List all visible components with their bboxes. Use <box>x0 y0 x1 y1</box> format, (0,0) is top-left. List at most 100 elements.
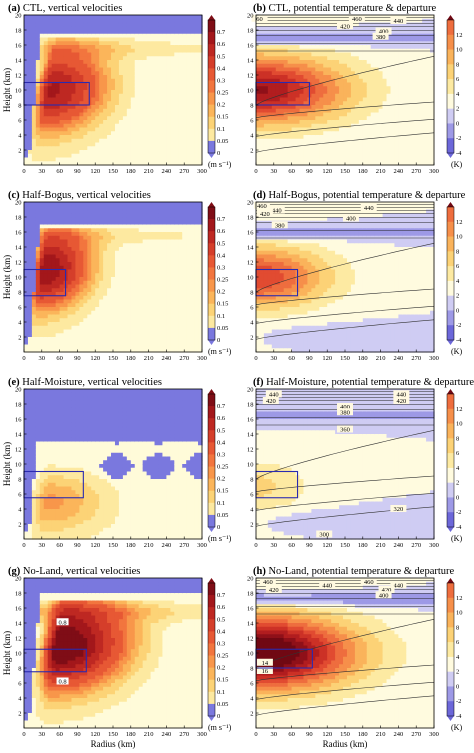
field-cell <box>422 101 427 105</box>
field-cell <box>40 202 45 206</box>
field-cell <box>307 75 312 79</box>
field-cell <box>300 94 305 98</box>
field-cell <box>119 341 124 345</box>
field-cell <box>186 139 191 143</box>
field-cell <box>56 330 61 334</box>
field-cell <box>363 128 368 132</box>
field-cell <box>60 131 65 135</box>
field-cell <box>28 281 33 285</box>
field-cell <box>272 34 277 38</box>
field-cell <box>87 270 92 274</box>
field-cell <box>83 281 88 285</box>
field-cell <box>75 68 80 72</box>
field-cell <box>182 101 187 105</box>
field-cell <box>24 300 29 304</box>
field-cell <box>131 322 136 326</box>
field-cell <box>178 154 183 158</box>
field-cell <box>123 15 128 19</box>
field-cell <box>190 113 195 117</box>
field-cell <box>406 34 411 38</box>
field-cell <box>60 94 65 98</box>
field-cell <box>339 79 344 83</box>
field-cell <box>155 90 160 94</box>
field-cell <box>64 41 69 45</box>
field-cell <box>422 53 427 57</box>
field-cell <box>111 19 116 23</box>
field-cell <box>107 345 112 349</box>
field-cell <box>99 116 104 120</box>
field-cell <box>119 251 124 255</box>
field-cell <box>111 217 116 221</box>
field-cell <box>363 109 368 113</box>
field-cell <box>103 236 108 240</box>
field-cell <box>351 53 356 57</box>
field-cell <box>414 109 419 113</box>
field-cell <box>315 116 320 120</box>
field-cell <box>75 333 80 337</box>
field-cell <box>56 98 61 102</box>
field-cell <box>28 68 33 72</box>
field-cell <box>327 113 332 117</box>
field-cell <box>131 41 136 45</box>
field-cell <box>83 15 88 19</box>
field-cell <box>99 236 104 240</box>
field-cell <box>32 49 37 53</box>
field-cell <box>107 158 112 162</box>
field-cell <box>351 94 356 98</box>
field-cell <box>71 75 76 79</box>
field-cell <box>194 41 199 45</box>
field-cell <box>143 98 148 102</box>
field-cell <box>36 30 41 34</box>
field-cell <box>135 49 140 53</box>
field-cell <box>87 262 92 266</box>
field-cell <box>311 139 316 143</box>
field-cell <box>426 83 431 87</box>
field-cell <box>36 326 41 330</box>
field-cell <box>75 243 80 247</box>
field-cell <box>56 322 61 326</box>
field-cell <box>44 236 49 240</box>
field-cell <box>276 98 281 102</box>
field-cell <box>119 277 124 281</box>
field-cell <box>64 53 69 57</box>
field-cell <box>158 146 163 150</box>
field-cell <box>402 38 407 42</box>
field-cell <box>426 139 431 143</box>
field-cell <box>83 146 88 150</box>
field-cell <box>182 56 187 60</box>
field-cell <box>135 90 140 94</box>
field-cell <box>359 128 364 132</box>
field-cell <box>123 288 128 292</box>
field-cell <box>24 206 29 210</box>
field-cell <box>56 56 61 60</box>
field-cell <box>151 15 156 19</box>
field-cell <box>68 86 73 90</box>
field-cell <box>60 318 65 322</box>
field-cell <box>48 26 53 30</box>
field-cell <box>32 64 37 68</box>
field-cell <box>52 90 57 94</box>
field-cell <box>127 273 132 277</box>
field-cell <box>48 300 53 304</box>
field-cell <box>24 255 29 259</box>
field-cell <box>107 139 112 143</box>
field-cell <box>131 53 136 57</box>
field-cell <box>83 345 88 349</box>
field-cell <box>166 105 171 109</box>
field-cell <box>36 337 41 341</box>
field-cell <box>422 38 427 42</box>
field-cell <box>52 158 57 162</box>
field-cell <box>64 116 69 120</box>
colorbar-segment <box>447 64 454 79</box>
field-cell <box>355 158 360 162</box>
field-cell <box>406 38 411 42</box>
field-cell <box>79 345 84 349</box>
field-cell <box>268 86 273 90</box>
field-cell <box>418 83 423 87</box>
field-cell <box>296 116 301 120</box>
field-cell <box>99 307 104 311</box>
field-cell <box>107 225 112 229</box>
field-cell <box>95 322 100 326</box>
field-cell <box>375 86 380 90</box>
field-cell <box>131 240 136 244</box>
